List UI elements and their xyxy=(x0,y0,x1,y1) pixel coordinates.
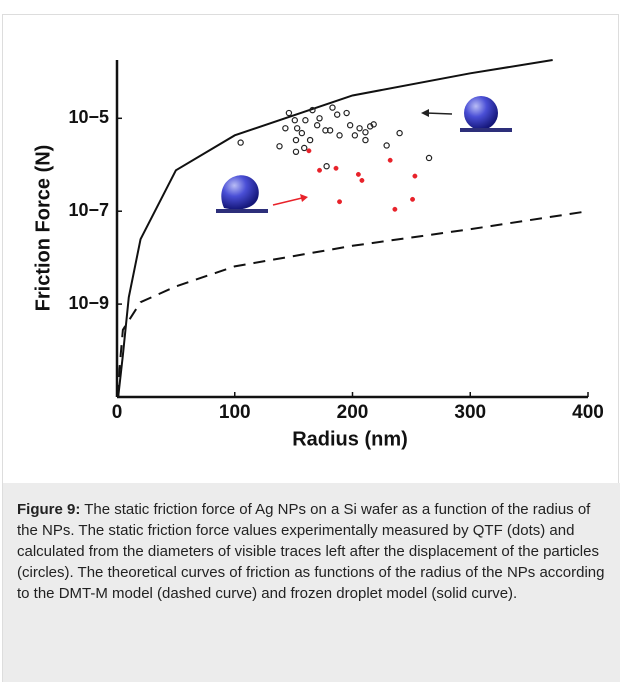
x-tick-label: 200 xyxy=(337,402,369,423)
data-point xyxy=(359,177,365,183)
x-tick-label: 400 xyxy=(572,402,604,423)
data-point xyxy=(425,154,433,162)
data-point xyxy=(370,121,377,128)
data-point xyxy=(293,125,301,132)
y-tick-label: 10−9 xyxy=(68,293,109,313)
data-point xyxy=(237,139,244,146)
data-point xyxy=(392,206,398,212)
curve xyxy=(117,59,553,398)
data-point xyxy=(396,129,403,137)
data-point xyxy=(276,143,283,150)
data-point xyxy=(313,122,321,129)
data-point xyxy=(309,106,316,114)
y-tick-label: 10−5 xyxy=(68,107,109,127)
data-point xyxy=(355,171,361,177)
data-point xyxy=(291,117,299,124)
particle-icon-small xyxy=(216,175,268,213)
particle-icon-large xyxy=(460,96,512,132)
y-tick-label: 10−7 xyxy=(68,200,109,220)
caption-text: The static friction force of Ag NPs on a… xyxy=(17,501,605,602)
arrow-red xyxy=(272,194,308,206)
data-point xyxy=(317,167,322,173)
data-point xyxy=(383,142,390,149)
x-tick-label: 0 xyxy=(112,402,123,423)
caption: Figure 9: The static friction force of A… xyxy=(3,483,620,682)
data-point xyxy=(301,144,308,152)
data-point xyxy=(285,109,293,117)
data-point xyxy=(292,148,300,156)
data-point xyxy=(362,129,369,136)
curve xyxy=(117,210,589,398)
x-tick-label: 100 xyxy=(219,402,251,423)
data-point xyxy=(387,157,393,163)
data-point xyxy=(337,199,342,205)
data-point xyxy=(356,125,363,132)
data-point xyxy=(362,136,369,144)
data-point xyxy=(302,117,309,124)
data-point xyxy=(316,115,323,122)
data-point xyxy=(333,111,341,118)
y-axis-label: Friction Force (N) xyxy=(32,145,54,312)
arrow-black xyxy=(421,109,453,117)
data-point xyxy=(346,122,354,129)
data-point xyxy=(298,129,306,137)
data-point xyxy=(282,125,289,132)
data-point xyxy=(323,163,330,170)
chart: Radius (nm) Friction Force (N) 0 100 200 30… xyxy=(32,59,604,450)
x-axis-label: Radius (nm) xyxy=(292,428,408,450)
data-point xyxy=(329,104,336,111)
data-point xyxy=(412,173,418,179)
x-tick-label: 300 xyxy=(454,402,486,423)
caption-label: Figure 9: xyxy=(17,501,81,518)
data-point xyxy=(326,127,334,134)
data-point xyxy=(333,165,339,171)
data-point xyxy=(343,109,350,117)
data-point xyxy=(306,148,312,154)
data-point xyxy=(336,132,343,139)
data-point xyxy=(292,136,300,144)
data-point xyxy=(306,136,314,144)
data-point xyxy=(410,196,416,202)
data-point xyxy=(351,132,359,139)
